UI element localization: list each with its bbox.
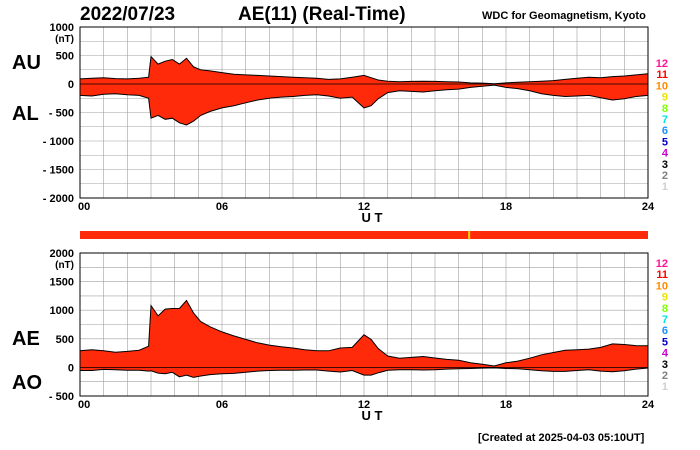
station-count-label: 12: [656, 58, 668, 70]
y-unit-label: (nT): [55, 260, 74, 271]
station-count-label: 3: [662, 159, 668, 171]
station-count-label: 10: [656, 80, 668, 92]
station-count-label: 2: [662, 170, 668, 182]
station-count-label: 5: [662, 336, 668, 348]
y-tick-label: - 1500: [43, 165, 74, 177]
y-tick-label: 500: [56, 51, 74, 63]
x-tick-label: 24: [642, 399, 655, 411]
x-tick-label: 18: [500, 201, 512, 213]
station-count-label: 11: [656, 269, 668, 281]
station-count-label: 4: [662, 148, 669, 160]
y-tick-label: - 1000: [43, 136, 74, 148]
x-axis-label: U T: [362, 408, 383, 423]
station-count-label: 1: [662, 381, 668, 393]
y-tick-label: 0: [68, 362, 74, 374]
station-count-label: 10: [656, 280, 668, 292]
x-tick-label: 00: [78, 201, 90, 213]
ao-label: AO: [12, 372, 42, 394]
series-line-au: [79, 55, 649, 85]
station-count-label: 7: [662, 114, 668, 126]
station-count-label: 9: [662, 292, 668, 304]
series-line-ao: [80, 367, 649, 378]
x-axis-label: U T: [362, 210, 383, 225]
station-count-label: 6: [662, 125, 668, 137]
series-line-al: [79, 84, 649, 126]
y-unit-label: (nT): [55, 34, 74, 45]
x-tick-label: 12: [358, 399, 370, 411]
series-area-ae-ao: [80, 300, 648, 378]
station-count-label: 2: [662, 370, 668, 382]
al-label: AL: [12, 103, 39, 125]
y-tick-label: 0: [68, 79, 74, 91]
date-title: 2022/07/23: [80, 4, 176, 25]
y-tick-label: - 500: [49, 108, 74, 120]
y-tick-label: - 500: [49, 391, 74, 403]
station-count-label: 11: [656, 69, 668, 81]
credit-label: WDC for Geomagnetism, Kyoto: [482, 10, 646, 22]
y-tick-label: 500: [56, 334, 74, 346]
station-count-label: 8: [662, 303, 668, 315]
chart-title: AE(11) (Real-Time): [238, 4, 406, 25]
x-tick-label: 24: [642, 201, 655, 213]
y-tick-label: 1000: [50, 305, 74, 317]
y-tick-label: 1000: [50, 22, 74, 34]
created-timestamp: [Created at 2025-04-03 05:10UT]: [478, 432, 645, 444]
station-count-label: 1: [662, 181, 668, 193]
status-bar: [80, 231, 648, 239]
station-count-label: 6: [662, 325, 668, 337]
status-bar-gap: [468, 231, 471, 239]
station-count-label: 5: [662, 136, 668, 148]
station-count-label: 12: [656, 258, 668, 270]
x-tick-label: 00: [78, 399, 90, 411]
y-tick-label: - 2000: [43, 193, 74, 205]
ae-label: AE: [12, 328, 40, 350]
plot-frame-ae-ao: [79, 252, 649, 397]
station-count-label: 8: [662, 103, 668, 115]
au-label: AU: [12, 52, 41, 74]
x-tick-label: 12: [358, 201, 370, 213]
station-count-label: 7: [662, 314, 668, 326]
x-tick-label: 06: [216, 399, 228, 411]
x-tick-label: 18: [500, 399, 512, 411]
plot-frame-au-al: [79, 26, 649, 199]
station-count-label: 4: [662, 348, 669, 360]
y-tick-label: 2000: [50, 248, 74, 260]
station-count-label: 9: [662, 92, 668, 104]
y-tick-label: 1500: [50, 277, 74, 289]
series-line-ae: [79, 299, 648, 367]
station-count-label: 3: [662, 359, 668, 371]
x-tick-label: 06: [216, 201, 228, 213]
